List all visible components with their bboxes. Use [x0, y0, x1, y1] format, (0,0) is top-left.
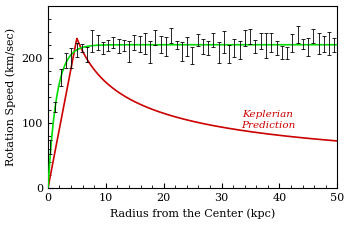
- Y-axis label: Rotation Speed (km/sec): Rotation Speed (km/sec): [6, 28, 16, 166]
- X-axis label: Radius from the Center (kpc): Radius from the Center (kpc): [110, 209, 275, 219]
- Text: Keplerian
Prediction: Keplerian Prediction: [241, 110, 295, 130]
